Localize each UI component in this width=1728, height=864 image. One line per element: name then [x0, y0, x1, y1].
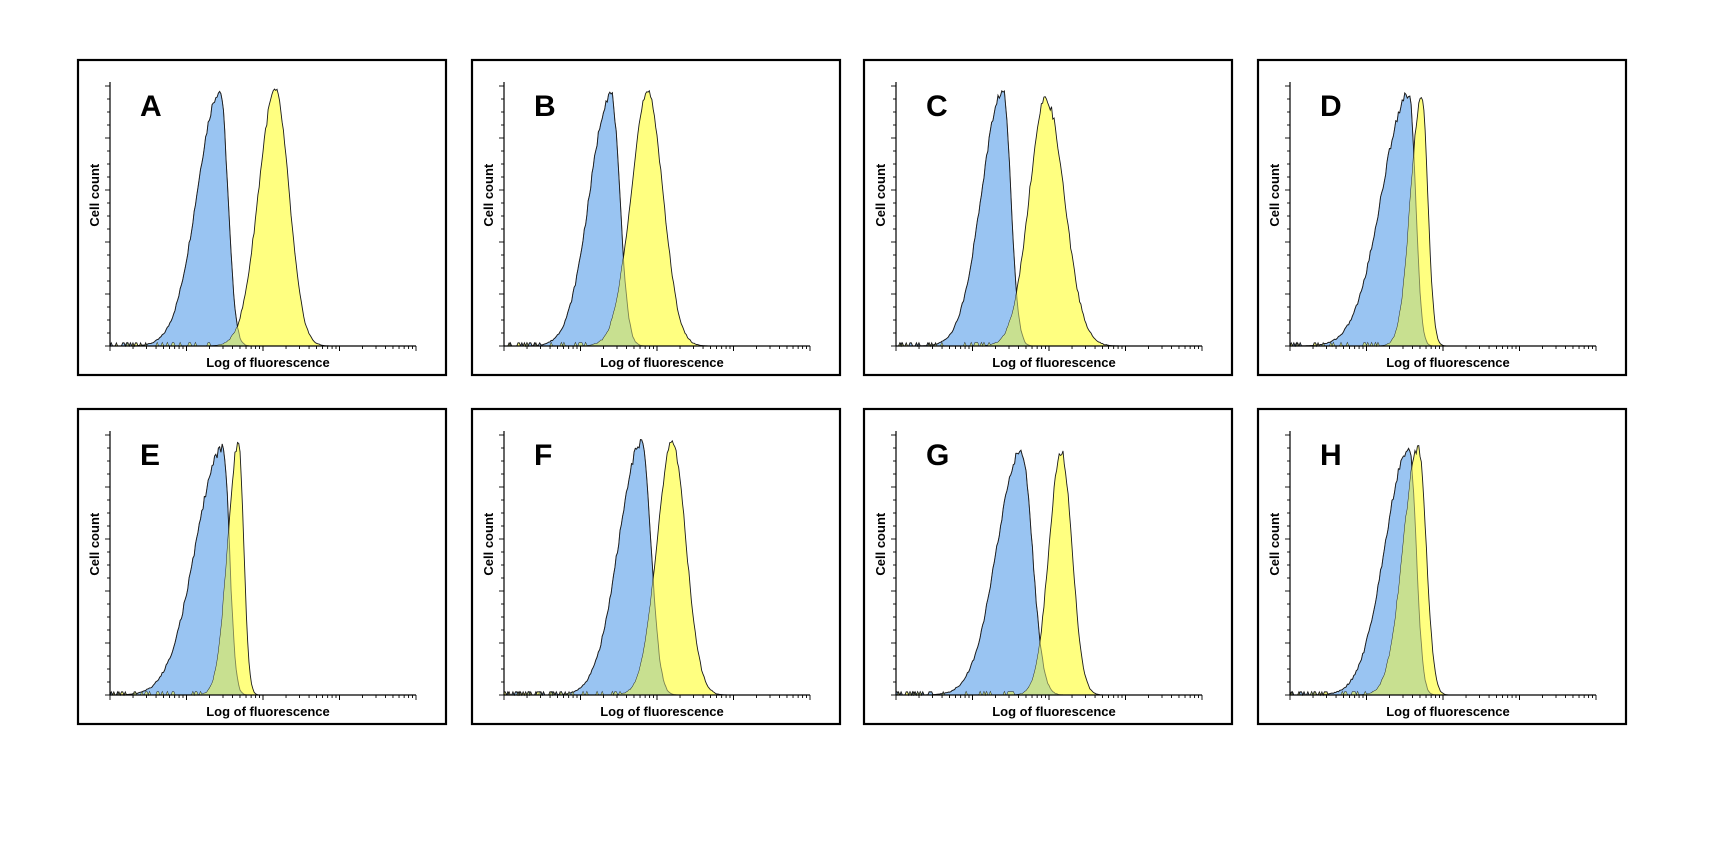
x-axis-label: Log of fluorescence — [206, 355, 330, 370]
panel-g: G Log of fluorescence Cell count — [862, 407, 1234, 726]
panel-letter: C — [926, 90, 948, 123]
panel-frame — [76, 407, 448, 726]
x-axis-label: Log of fluorescence — [992, 355, 1116, 370]
panel-frame — [1256, 58, 1628, 377]
panel-h: H Log of fluorescence Cell count — [1256, 407, 1628, 726]
y-axis-label: Cell count — [1267, 512, 1282, 576]
x-axis-label: Log of fluorescence — [992, 704, 1116, 719]
y-axis-label: Cell count — [873, 512, 888, 576]
panel-a: A Log of fluorescence Cell count — [76, 58, 448, 377]
panel-letter: G — [926, 439, 949, 472]
y-axis-label: Cell count — [481, 163, 496, 227]
panel-letter: B — [534, 90, 556, 123]
panel-letter: H — [1320, 439, 1342, 472]
panel-c: C Log of fluorescence Cell count — [862, 58, 1234, 377]
panel-letter: A — [140, 90, 162, 123]
panel-letter: D — [1320, 90, 1342, 123]
y-axis-label: Cell count — [1267, 163, 1282, 227]
panel-b: B Log of fluorescence Cell count — [470, 58, 842, 377]
y-axis-label: Cell count — [873, 163, 888, 227]
panel-f: F Log of fluorescence Cell count — [470, 407, 842, 726]
panel-d: D Log of fluorescence Cell count — [1256, 58, 1628, 377]
panel-letter: F — [534, 439, 552, 472]
y-axis-label: Cell count — [87, 512, 102, 576]
x-axis-label: Log of fluorescence — [600, 355, 724, 370]
x-axis-label: Log of fluorescence — [1386, 704, 1510, 719]
x-axis-label: Log of fluorescence — [206, 704, 330, 719]
overlap-region — [504, 440, 810, 695]
panel-letter: E — [140, 439, 160, 472]
panel-frame — [1256, 407, 1628, 726]
panel-e: E Log of fluorescence Cell count — [76, 407, 448, 726]
y-axis-label: Cell count — [481, 512, 496, 576]
y-axis-label: Cell count — [87, 163, 102, 227]
x-axis-label: Log of fluorescence — [1386, 355, 1510, 370]
x-axis-label: Log of fluorescence — [600, 704, 724, 719]
